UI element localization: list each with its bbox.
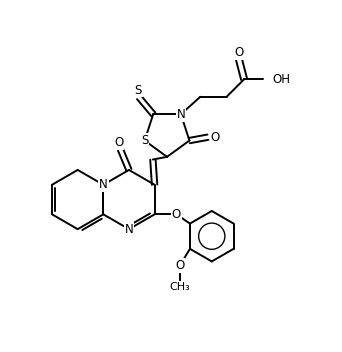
Text: S: S (135, 83, 142, 96)
Text: O: O (172, 208, 181, 221)
Text: S: S (141, 134, 148, 147)
Text: OH: OH (273, 73, 291, 86)
Text: O: O (234, 46, 244, 59)
Text: O: O (175, 259, 184, 272)
Text: CH₃: CH₃ (169, 282, 190, 292)
Text: N: N (176, 108, 185, 121)
Text: N: N (124, 223, 133, 235)
Text: O: O (211, 131, 220, 144)
Text: O: O (114, 136, 123, 149)
Text: N: N (99, 178, 108, 191)
